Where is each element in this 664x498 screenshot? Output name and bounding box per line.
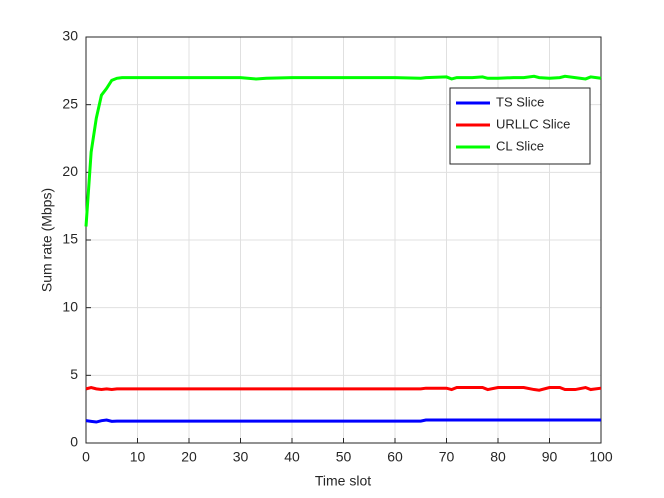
y-tick-label: 15	[62, 231, 78, 247]
x-tick-label: 50	[336, 449, 352, 465]
x-tick-label: 100	[589, 449, 613, 465]
legend-label: TS Slice	[496, 94, 544, 109]
x-axis-label: Time slot	[315, 473, 371, 489]
series-line	[85, 385, 602, 392]
series-line	[85, 418, 601, 424]
legend-label: URLLC Slice	[496, 116, 570, 131]
plot-frame	[85, 36, 602, 444]
y-tick-label: 20	[62, 163, 78, 179]
x-tick-label: 90	[542, 449, 558, 465]
legend-label: CL Slice	[496, 138, 544, 153]
x-tick-label: 10	[130, 449, 146, 465]
y-axis-label: Sum rate (Mbps)	[39, 188, 55, 292]
x-tick-label: 0	[82, 449, 90, 465]
x-tick-label: 80	[490, 449, 506, 465]
x-tick-label: 70	[439, 449, 455, 465]
series-line	[84, 74, 602, 227]
x-tick-label: 20	[181, 449, 197, 465]
x-tick-label: 30	[233, 449, 249, 465]
x-tick-label: 40	[284, 449, 300, 465]
y-tick-label: 10	[62, 298, 78, 314]
y-tick-label: 30	[62, 28, 78, 44]
y-tick-label: 0	[70, 434, 78, 450]
y-tick-label: 25	[62, 95, 78, 111]
x-tick-label: 60	[387, 449, 403, 465]
y-tick-label: 5	[70, 366, 78, 382]
